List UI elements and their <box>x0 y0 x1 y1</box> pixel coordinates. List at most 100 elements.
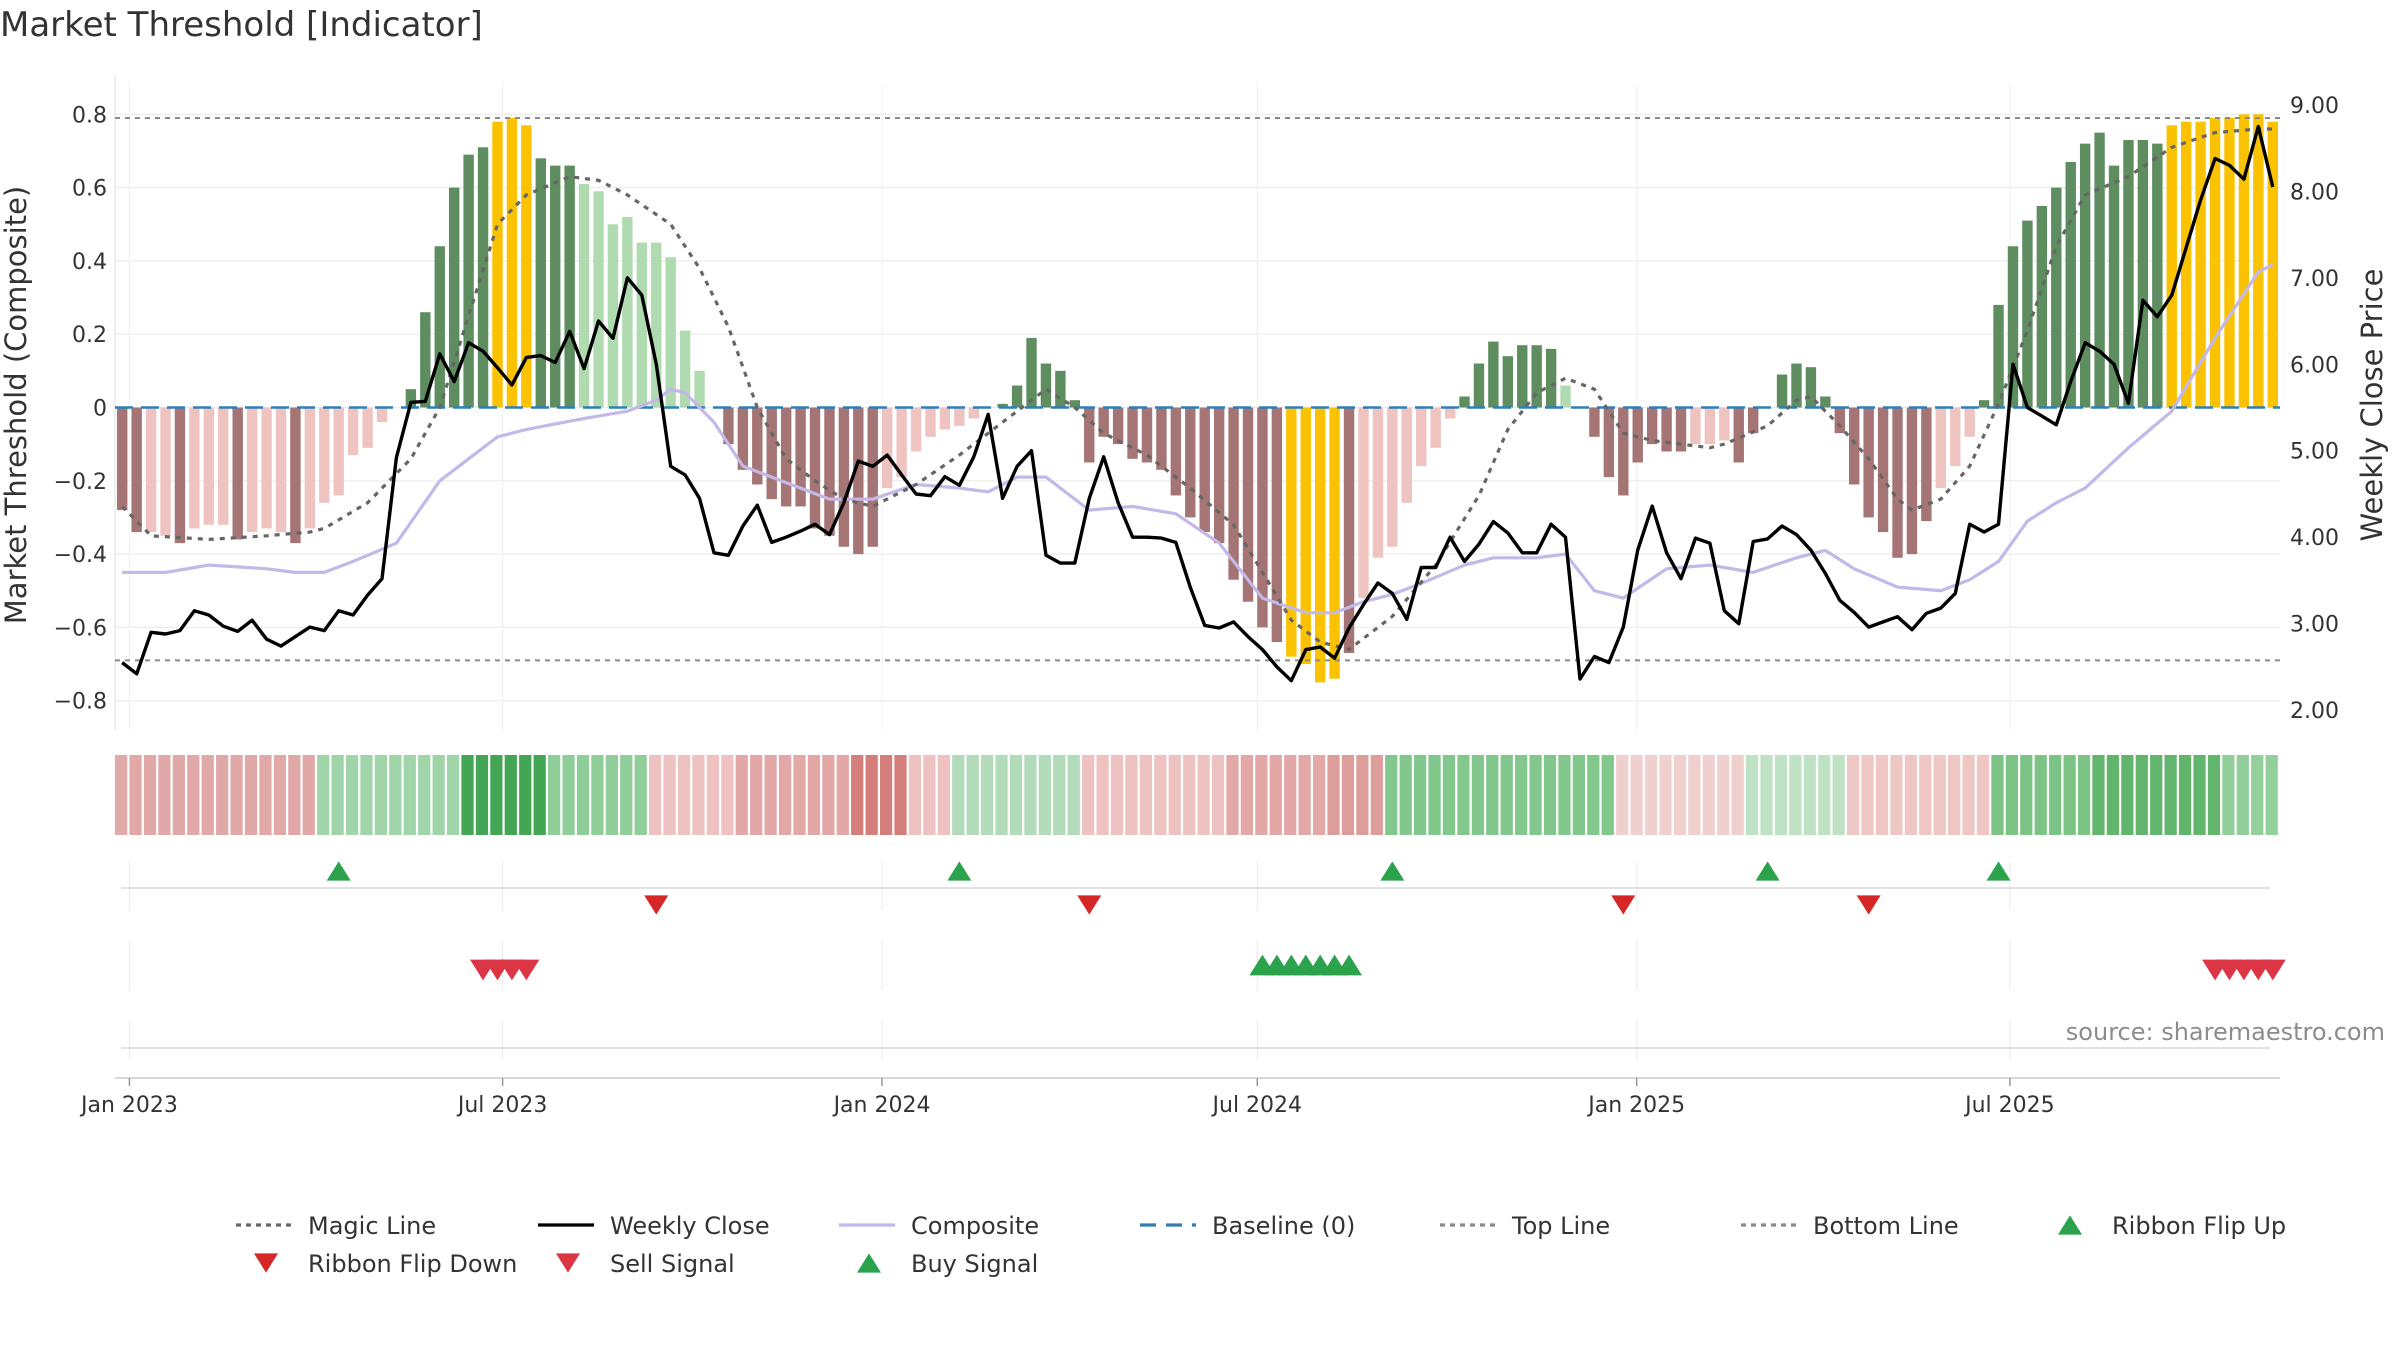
composite-bar <box>1387 407 1398 547</box>
legend-item: Magic Line <box>236 1212 436 1240</box>
ribbon-cell <box>1789 755 1802 835</box>
ribbon-cell <box>1385 755 1398 835</box>
composite-bar <box>1156 407 1167 470</box>
ribbon-cell <box>345 755 359 835</box>
ribbon-cell <box>288 755 301 835</box>
composite-bar <box>2022 220 2033 408</box>
composite-bar <box>853 407 864 555</box>
composite-bar <box>304 407 316 529</box>
ribbon-cell <box>172 755 185 835</box>
composite-bar <box>203 407 215 525</box>
composite-bar <box>1444 407 1456 419</box>
ribbon-cell <box>2135 755 2148 835</box>
ribbon-cell <box>822 755 835 835</box>
ribbon-cell <box>1976 755 1990 835</box>
ribbon-cell <box>1659 755 1672 835</box>
composite-bars <box>117 114 2278 683</box>
ribbon-cell <box>1702 755 1715 835</box>
composite-bar <box>2108 165 2120 408</box>
composite-bar <box>1026 337 1037 408</box>
legend-item: Bottom Line <box>1741 1212 1959 1240</box>
legend-item: Buy Signal <box>857 1250 1038 1278</box>
composite-bar <box>1892 407 1903 558</box>
ribbon-cell <box>230 755 243 835</box>
ribbon-cell <box>2222 755 2235 835</box>
composite-bar <box>1704 407 1716 445</box>
ribbon-cell <box>389 755 402 835</box>
composite-bar <box>448 187 460 408</box>
composite-bar <box>2166 125 2177 408</box>
ribbon-cell <box>836 755 849 835</box>
composite-bar <box>1416 407 1427 467</box>
ribbon-cell <box>259 755 272 835</box>
ribbon-cell <box>1298 755 1311 835</box>
composite-bar <box>2065 161 2076 408</box>
composite-bar <box>1343 407 1355 654</box>
composite-bar <box>867 407 878 547</box>
composite-bar <box>1185 407 1196 518</box>
ribbon-cell <box>735 755 748 835</box>
legend-label: Magic Line <box>308 1212 436 1240</box>
composite-bar <box>809 407 821 529</box>
composite-bar <box>1950 407 1961 467</box>
composite-bar <box>939 407 951 430</box>
ribbon-cell <box>764 755 777 835</box>
composite-bar <box>261 407 272 529</box>
ribbon-cell <box>2005 755 2018 835</box>
composite-bar <box>1964 407 1975 437</box>
composite-bar <box>997 403 1008 408</box>
composite-bar <box>1300 407 1311 665</box>
signal-markers <box>121 861 2286 1060</box>
composite-line <box>122 263 2274 615</box>
ribbon-cell <box>865 755 878 835</box>
ribbon-cell <box>1717 755 1730 835</box>
ribbon-cell <box>663 755 676 835</box>
ribbon-cell <box>2077 755 2091 835</box>
ribbon-cell <box>1082 755 1095 835</box>
ribbon-cell <box>966 755 979 835</box>
ribbon-cell <box>1154 755 1167 835</box>
composite-bar <box>420 312 431 408</box>
composite-bar <box>174 407 186 544</box>
composite-bar <box>1863 407 1874 518</box>
buy-signal-marker <box>1336 954 1363 976</box>
composite-bar <box>2123 139 2134 408</box>
composite-bar <box>737 407 749 470</box>
ribbon-cell <box>475 755 489 835</box>
ribbon-cell <box>908 755 922 835</box>
ribbon-cell <box>562 755 575 835</box>
ribbon-cell <box>533 755 546 835</box>
ribbon-cell <box>2121 755 2134 835</box>
composite-bar <box>1473 363 1485 408</box>
composite-bar <box>1632 407 1643 463</box>
composite-bar <box>1098 407 1109 437</box>
ribbon-cell <box>952 755 965 835</box>
composite-bar <box>1430 407 1441 448</box>
composite-bar <box>506 117 518 408</box>
legend-item: Top Line <box>1440 1212 1610 1240</box>
ribbon-cell <box>1616 755 1629 835</box>
x-tick-label: Jan 2023 <box>79 1093 178 1118</box>
composite-bar <box>1488 341 1499 408</box>
composite-bar <box>795 407 806 507</box>
composite-bar <box>1733 407 1744 463</box>
ribbon-cell <box>1760 755 1773 835</box>
composite-bar <box>1618 407 1629 496</box>
ribbon-cell <box>1832 755 1845 835</box>
composite-bar <box>2224 117 2235 408</box>
composite-bar <box>434 246 445 408</box>
composite-bar <box>968 407 979 419</box>
chart-title: Market Threshold [Indicator] <box>0 5 483 45</box>
ribbon-cell <box>1327 755 1340 835</box>
composite-bar <box>723 407 734 445</box>
ribbon-cell <box>331 755 344 835</box>
ribbon-cell <box>576 755 590 835</box>
left-tick-label: −0.8 <box>54 690 107 715</box>
ribbon-cell <box>1125 755 1138 835</box>
ribbon-cell <box>418 755 431 835</box>
composite-bar <box>2051 187 2062 408</box>
ribbon-cell <box>1731 755 1744 835</box>
ribbon-cell <box>634 755 647 835</box>
legend-label: Composite <box>911 1212 1039 1240</box>
ribbon-cell <box>201 755 214 835</box>
